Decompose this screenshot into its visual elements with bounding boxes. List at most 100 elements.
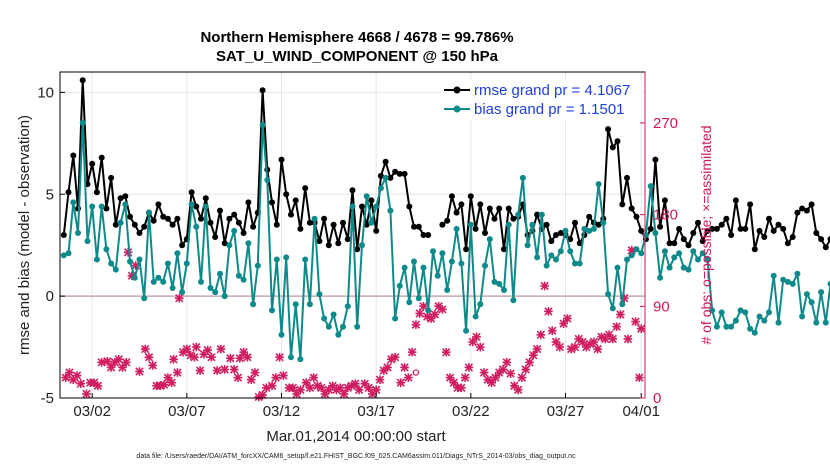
obs-assimilated-marker-119 [521,365,531,374]
series-rmse-point-151 [775,221,782,228]
obs-assimilated-marker-40 [212,366,222,375]
series-rmse-point-146 [751,246,758,253]
series-rmse-point-77 [425,232,432,238]
series-rmse-point-62 [354,246,361,253]
series-rmse-point-138 [713,225,720,232]
obs-assimilated-marker-20 [140,344,150,354]
series-bias-point-29 [198,278,204,285]
obs-assimilated-marker-118 [517,373,527,382]
series-rmse-point-27 [188,189,195,196]
series-bias-point-118 [619,301,626,308]
series-bias-point-148 [761,317,768,324]
series-bias-point-50 [297,356,304,363]
series-bias-point-145 [747,325,754,332]
series-rmse-point-95 [510,215,517,222]
series-rmse-point-45 [273,221,280,228]
series-bias-point-151 [775,319,782,326]
series-rmse-point-15 [131,221,138,228]
series-rmse-point-28 [193,203,200,210]
series-rmse-point-130 [676,225,683,232]
series-bias-point-142 [732,317,739,324]
obs-assimilated-marker-100 [449,378,459,388]
series-bias-point-53 [311,215,318,222]
series-rmse-point-111 [586,213,593,220]
obs-assimilated-marker-130 [563,314,572,323]
obs-assimilated-marker-128 [555,342,565,352]
series-bias-point-81 [444,287,451,293]
obs-assimilated-marker-38 [203,345,212,355]
series-bias-point-144 [742,309,749,316]
series-rmse-point-64 [363,221,370,228]
obs-assimilated-marker-41 [216,344,226,354]
obs-assimilated-marker-106 [472,332,481,342]
obs-assimilated-marker-91 [415,309,425,318]
right-tick-label-2: 180 [653,207,678,224]
series-bias-point-138 [713,323,720,330]
legend-rmse-label: rmse grand pr = 4.1067 [474,82,630,99]
obs-assimilated-marker-146 [623,334,633,344]
obs-assimilated-marker-102 [457,383,466,393]
obs-assimilated-marker-55 [271,373,281,382]
obs-assimilated-marker-150 [636,324,646,334]
series-rmse-point-63 [359,203,365,210]
obs-assimilated-marker-90 [411,320,421,329]
series-rmse-point-125 [652,156,659,163]
series-rmse-point-88 [477,201,484,208]
series-bias-point-146 [751,329,758,336]
series-rmse-point-104 [553,232,559,238]
obs-assimilated-marker-21 [144,352,154,362]
series-bias-point-24 [174,250,181,257]
axis-ticks: 03/02 03/07 03/12 03/17 03/22 03/27 04/01 -5 0 5 1… [37,84,678,420]
series-rmse-point-0 [60,232,67,238]
series-bias-point-25 [179,289,186,296]
obs-assimilated-marker-104 [464,363,474,372]
series-bias-point-39 [245,240,252,247]
series-rmse-point-30 [202,195,209,202]
obs-assimilated-marker-0 [61,373,70,382]
series-bias-point-33 [217,270,223,277]
series-rmse-point-144 [742,225,749,232]
series-rmse-point-100 [534,211,541,218]
series-rmse-point-86 [467,193,474,200]
series-bias-point-103 [548,252,555,259]
series-bias-point-95 [510,297,517,304]
obs-assimilated-marker-143 [612,322,621,332]
series-rmse-point-135 [699,238,706,245]
series-rmse-point-132 [685,242,692,249]
series-bias-point-105 [557,248,564,255]
obs-assimilated-marker-132 [570,342,580,352]
obs-assimilated-marker-8 [93,381,103,391]
series-rmse-point-160 [818,236,825,243]
x-tick-label-1: 03/07 [168,403,206,420]
series-rmse-point-136 [704,227,711,234]
obs-assimilated-marker-72 [339,389,349,399]
series-bias-point-48 [288,354,294,361]
obs-assimilated-marker-137 [589,337,599,347]
series-bias-point-11 [112,266,119,273]
series-rmse-point-121 [633,213,640,220]
series-rmse-point-61 [349,187,356,194]
x-tick-label-6: 04/01 [622,403,660,420]
series-rmse-point-81 [444,217,451,224]
series-bias-point-154 [789,280,796,287]
series-rmse-point-38 [240,230,247,236]
series-rmse-point-75 [415,223,422,230]
series-bias-point-40 [250,301,257,308]
obs-assimilated-marker-86 [396,378,406,388]
series-rmse-point-113 [595,221,602,228]
series-rmse-point-42 [259,87,266,94]
series-layer [60,77,830,363]
series-bias-point-102 [543,262,550,269]
obs-assimilated-marker-56 [275,352,284,362]
series-rmse-point-115 [605,126,612,133]
series-bias-point-15 [131,274,138,281]
series-rmse-point-131 [680,236,687,243]
series-bias-point-100 [534,254,541,261]
obs-assimilated-marker-13 [114,354,124,364]
series-bias-point-14 [127,258,133,265]
series-bias-point-149 [766,309,772,316]
series-rmse-point-83 [453,209,460,216]
series-bias-point-58 [335,331,342,338]
series-bias-point-137 [709,307,716,314]
